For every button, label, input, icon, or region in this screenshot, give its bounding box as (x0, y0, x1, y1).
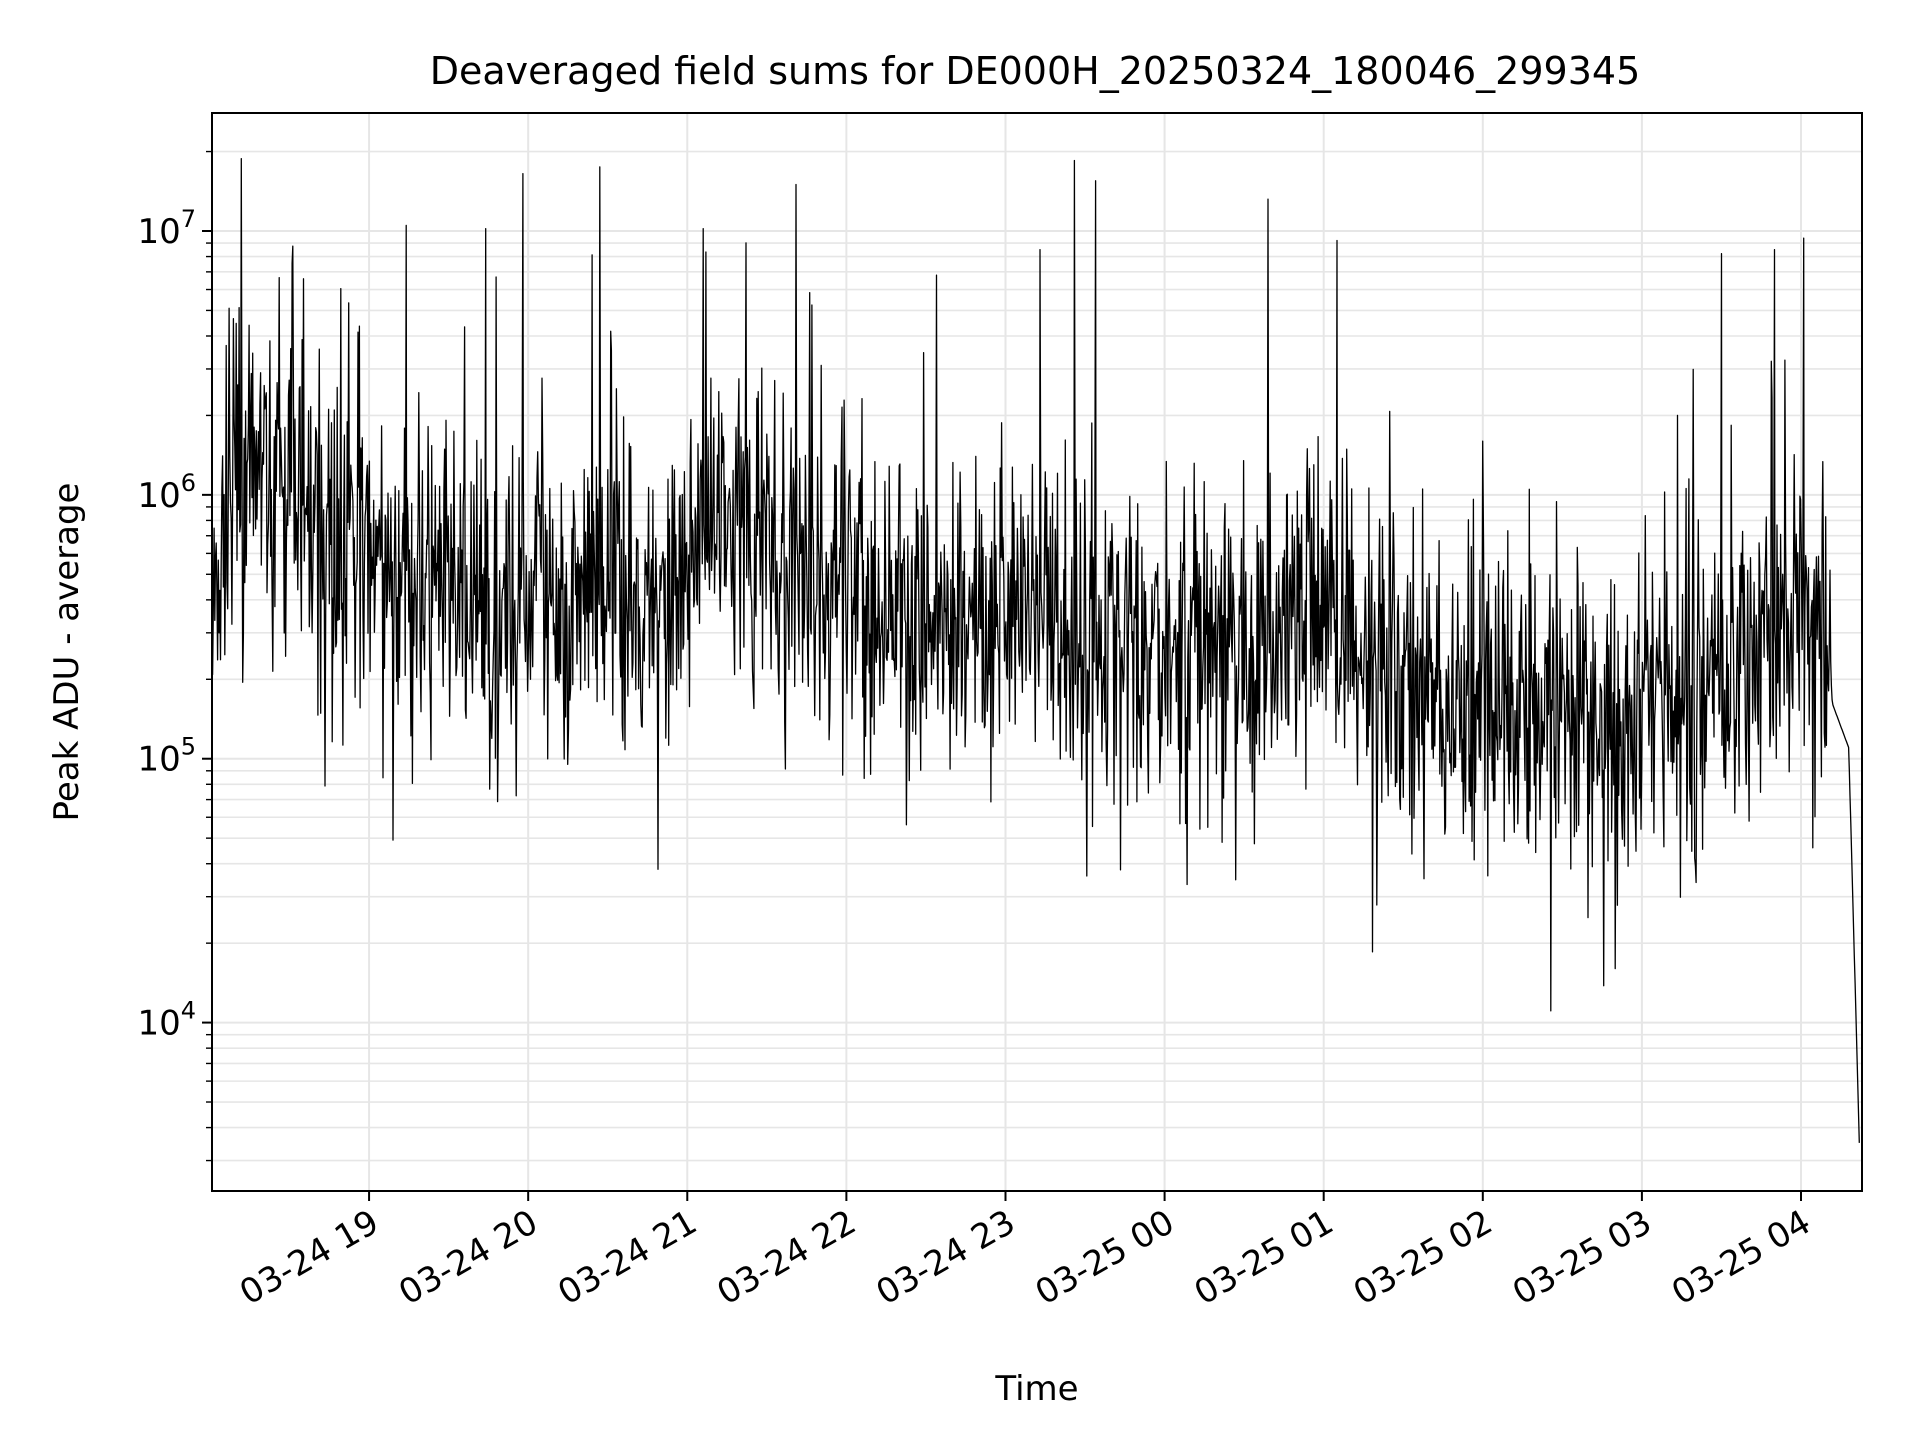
chart-title: Deaveraged field sums for DE000H_2025032… (430, 49, 1641, 93)
y-axis-label: Peak ADU - average (47, 483, 87, 822)
x-axis-label: Time (994, 1369, 1078, 1409)
